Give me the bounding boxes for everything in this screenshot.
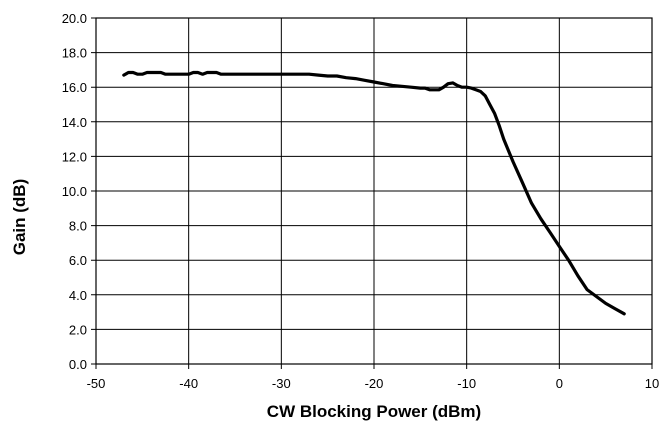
x-tick-label: -10 <box>457 376 476 391</box>
vertical-gridlines <box>95 18 653 369</box>
plot-area-frame <box>95 17 653 365</box>
y-tick-label: 12.0 <box>62 149 87 164</box>
y-tick-label: 0.0 <box>69 357 87 372</box>
y-tick-label: 16.0 <box>62 80 87 95</box>
horizontal-gridlines <box>91 17 652 365</box>
y-tick-label: 18.0 <box>62 46 87 61</box>
y-tick-label: 14.0 <box>62 115 87 130</box>
y-axis-title: Gain (dB) <box>10 179 29 256</box>
x-tick-label: -30 <box>272 376 291 391</box>
y-tick-label: 20.0 <box>62 11 87 26</box>
y-tick-label: 8.0 <box>69 219 87 234</box>
x-tick-label: 0 <box>556 376 563 391</box>
x-tick-label: -20 <box>365 376 384 391</box>
y-tick-label: 10.0 <box>62 184 87 199</box>
x-tick-label: -40 <box>179 376 198 391</box>
y-axis-tick-labels: 0.0 2.0 4.0 6.0 8.0 10.0 12.0 14.0 16.0 18.0 20.0 <box>62 11 87 372</box>
gain-series-line <box>122 70 626 316</box>
x-tick-label: 10 <box>645 376 659 391</box>
y-tick-label: 4.0 <box>69 288 87 303</box>
x-axis-title: CW Blocking Power (dBm) <box>267 402 481 421</box>
x-tick-label: -50 <box>87 376 106 391</box>
y-tick-label: 2.0 <box>69 322 87 337</box>
x-axis-tick-labels: -50 -40 -30 -20 -10 0 10 <box>87 376 660 391</box>
y-tick-label: 6.0 <box>69 253 87 268</box>
